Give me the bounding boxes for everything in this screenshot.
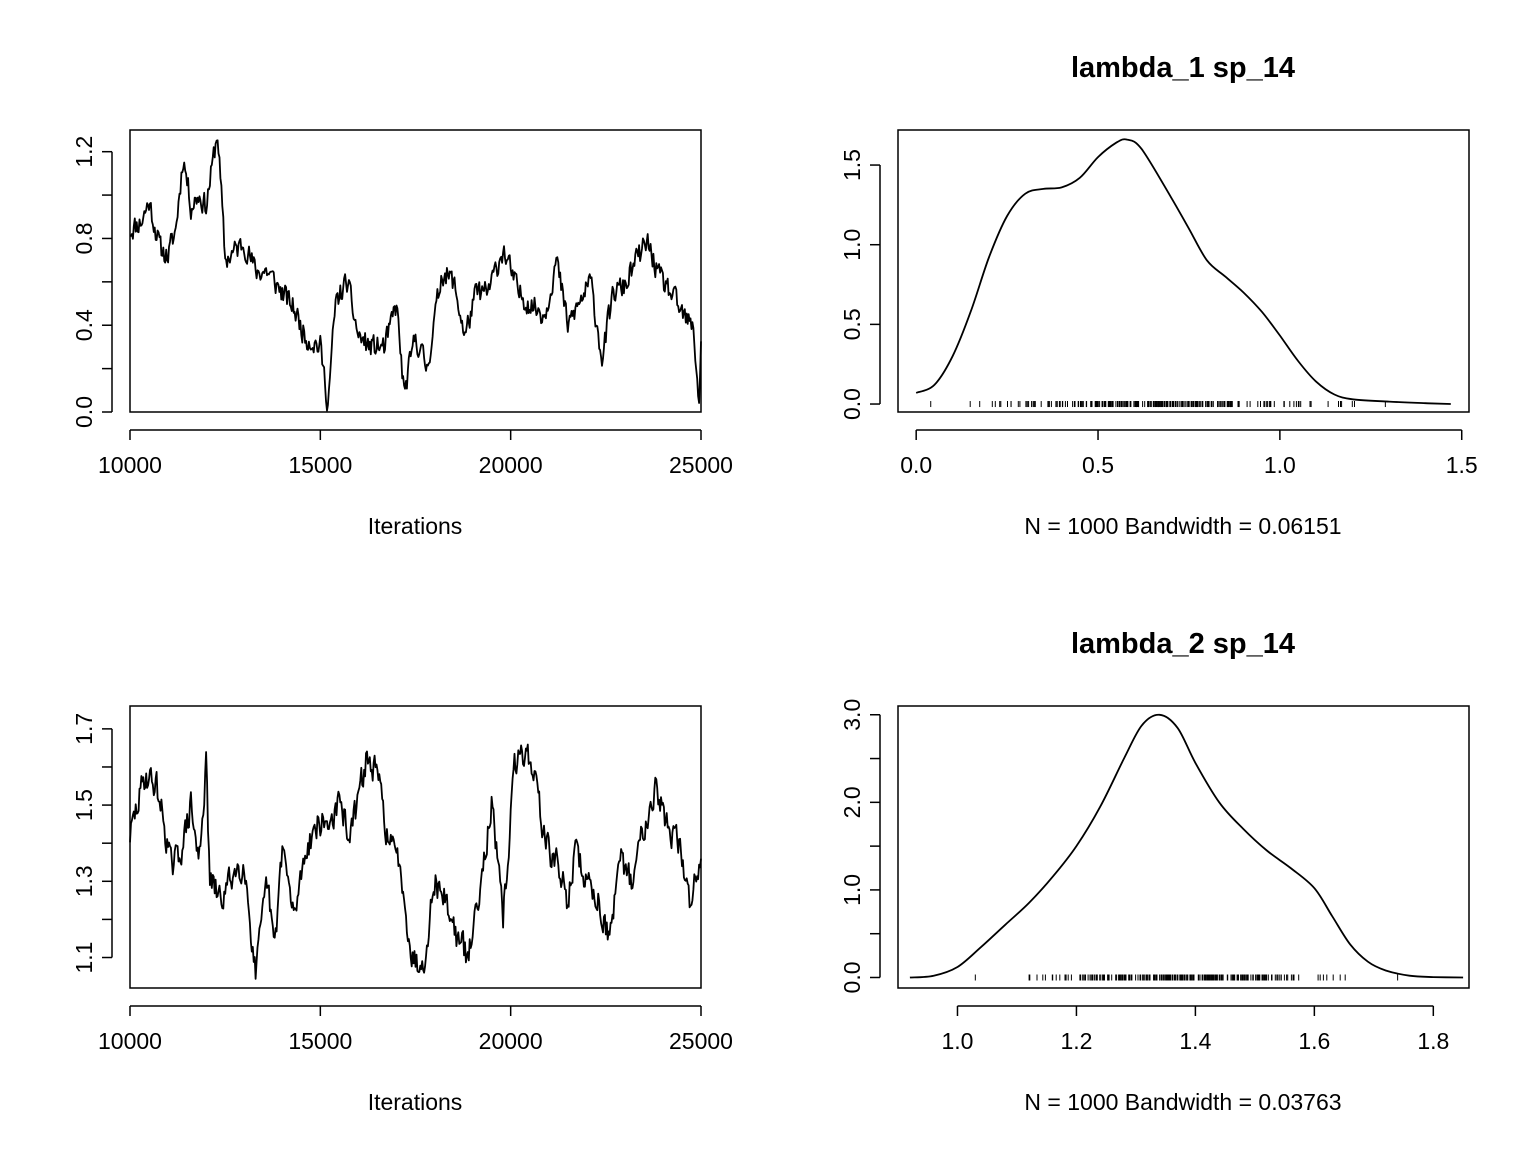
y-tick-label: 1.5: [71, 789, 97, 821]
y-tick-label: 0.0: [71, 396, 97, 428]
x-tick-label: 1.2: [1060, 1028, 1092, 1054]
x-axis-label: N = 1000 Bandwidth = 0.06151: [1024, 513, 1341, 539]
x-tick-label: 1.0: [941, 1028, 973, 1054]
x-tick-label: 15000: [288, 452, 352, 478]
trace-line: [129, 139, 702, 412]
y-tick-label: 0.8: [71, 222, 97, 254]
x-tick-label: 0.5: [1082, 452, 1114, 478]
y-tick-label: 3.0: [839, 699, 865, 731]
y-tick-label: 1.5: [839, 149, 865, 181]
x-tick-label: 10000: [98, 452, 162, 478]
x-tick-label: 10000: [98, 1028, 162, 1054]
x-axis-label: Iterations: [368, 1089, 463, 1115]
plot-frame: [897, 705, 1470, 989]
x-axis-label: N = 1000 Bandwidth = 0.03763: [1024, 1089, 1341, 1115]
panel-title: lambda_2 sp_14: [1071, 628, 1295, 660]
y-tick-label: 0.4: [71, 309, 97, 341]
x-tick-label: 1.0: [1264, 452, 1296, 478]
x-tick-label: 20000: [479, 1028, 543, 1054]
plot-frame: [897, 129, 1470, 413]
y-tick-label: 1.7: [71, 713, 97, 745]
y-tick-label: 2.0: [839, 786, 865, 818]
x-tick-label: 1.4: [1179, 1028, 1211, 1054]
x-tick-label: 1.6: [1298, 1028, 1330, 1054]
x-tick-label: 0.0: [900, 452, 932, 478]
density-plot-lambda-1: lambda_1 sp_14 N = 1000 Bandwidth = 0.06…: [839, 52, 1478, 539]
plot-frame: [129, 129, 702, 413]
density-curve: [909, 713, 1464, 979]
y-tick-label: 1.0: [839, 874, 865, 906]
x-tick-label: 20000: [479, 452, 543, 478]
y-tick-label: 1.0: [839, 229, 865, 261]
density-curve: [915, 138, 1451, 405]
density-plot-lambda-2: lambda_2 sp_14 N = 1000 Bandwidth = 0.03…: [839, 628, 1470, 1115]
rug-marks: [974, 974, 1399, 981]
x-axis-label: Iterations: [368, 513, 463, 539]
plot-frame: [129, 705, 702, 989]
y-tick-label: 0.0: [839, 388, 865, 420]
x-tick-label: 1.8: [1417, 1028, 1449, 1054]
y-tick-label: 0.0: [839, 961, 865, 993]
x-tick-label: 15000: [288, 1028, 352, 1054]
x-tick-label: 25000: [669, 1028, 733, 1054]
x-tick-label: 1.5: [1446, 452, 1478, 478]
trace-plot-lambda-1: Iterations 10000 15000 20000 25000 0.0 0.4 0.8…: [71, 129, 733, 539]
rug-marks: [930, 401, 1386, 408]
x-tick-label: 25000: [669, 452, 733, 478]
panel-title: lambda_1 sp_14: [1071, 52, 1295, 84]
y-tick-label: 0.5: [839, 308, 865, 340]
y-tick-label: 1.3: [71, 865, 97, 897]
y-tick-label: 1.1: [71, 942, 97, 974]
trace-line: [129, 743, 702, 980]
y-tick-label: 1.2: [71, 136, 97, 168]
trace-plot-lambda-2: Iterations 10000 15000 20000 25000 1.1 1.3 1.5…: [71, 705, 733, 1115]
